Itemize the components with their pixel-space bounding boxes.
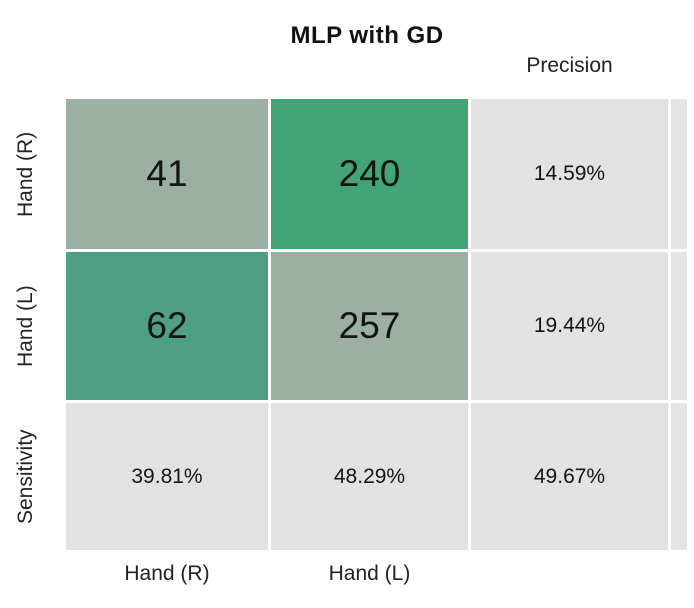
precision-cell-r0: 14.59%: [471, 99, 668, 249]
matrix-cell-r1c0: 62: [66, 252, 268, 400]
sensitivity-cell-c0: 39.81%: [66, 403, 268, 550]
sensitivity-cell-c1: 48.29%: [271, 403, 468, 550]
matrix-cell-r0c1: 240: [271, 99, 468, 249]
matrix-grid: 41 240 14.59% 62 257 19.44% 39.81% 48.29…: [66, 99, 687, 550]
cropped-column-sliver: [671, 252, 687, 400]
row-label-hand-l: Hand (L): [14, 285, 37, 367]
row-label-sensitivity: Sensitivity: [14, 429, 37, 524]
cropped-column-sliver: [671, 403, 687, 550]
precision-column-header: Precision: [526, 54, 613, 77]
row-label-hand-r: Hand (R): [14, 131, 37, 217]
col-label-hand-l: Hand (L): [328, 562, 411, 585]
cropped-column-sliver: [671, 99, 687, 249]
precision-cell-r1: 19.44%: [471, 252, 668, 400]
col-label-hand-r: Hand (R): [124, 562, 210, 585]
matrix-cell-r1c1: 257: [271, 252, 468, 400]
overall-accuracy-cell: 49.67%: [471, 403, 668, 550]
matrix-cell-r0c0: 41: [66, 99, 268, 249]
chart-title: MLP with GD: [290, 22, 444, 49]
